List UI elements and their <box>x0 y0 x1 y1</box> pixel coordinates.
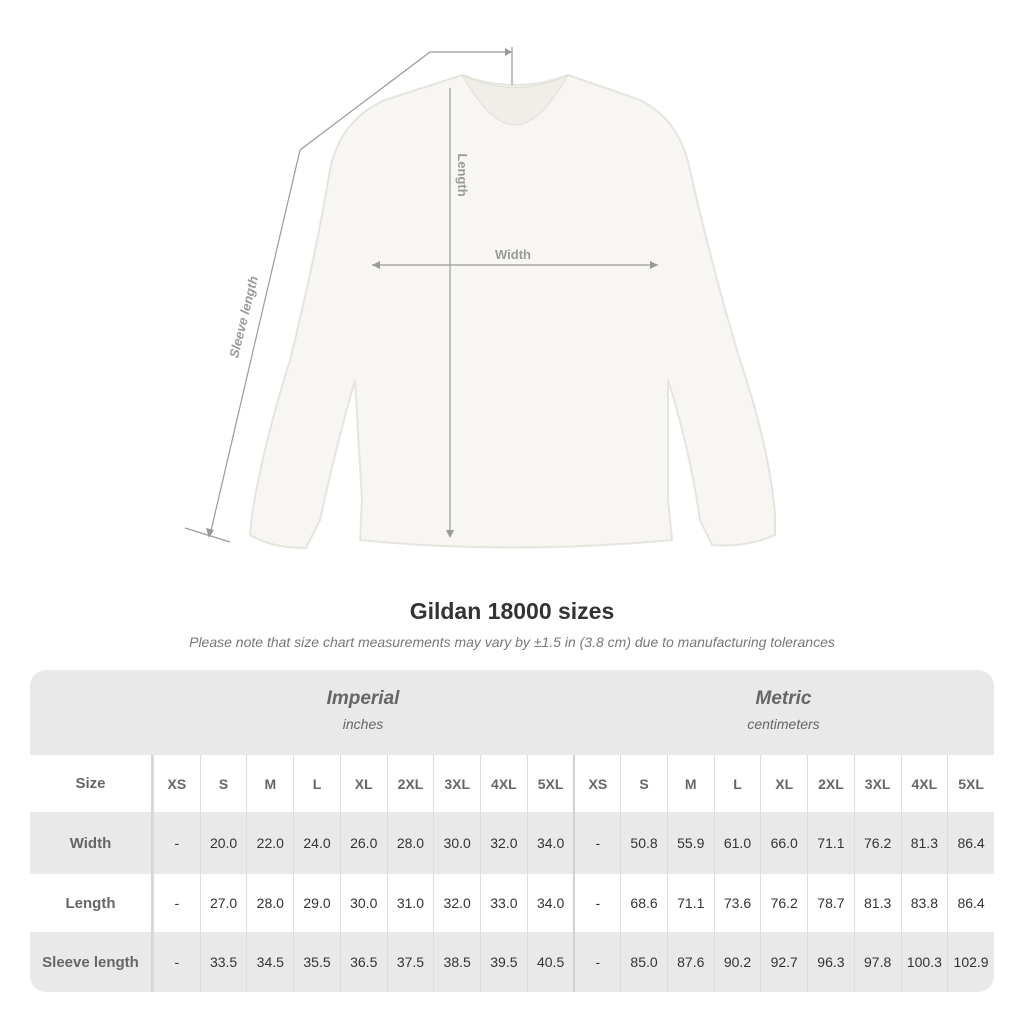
metric-value: 78.7 <box>807 874 854 932</box>
imperial-value: 30.0 <box>339 874 387 932</box>
metric-value: 97.8 <box>853 932 901 992</box>
size-column-header: 3XL <box>853 755 901 812</box>
size-header-row: Size XS S M L XL 2XL 3XL 4XL 5XL XS S M L XL 2XL 3XL 4XL 5… <box>30 755 994 812</box>
sleeve-length-label: Sleeve length <box>226 274 261 359</box>
size-column-header: 2XL <box>807 755 854 812</box>
size-column-header: XL <box>760 755 807 812</box>
size-column-header: 4XL <box>480 755 527 812</box>
imperial-value: 22.0 <box>246 812 293 874</box>
metric-value: 100.3 <box>900 932 948 992</box>
imperial-value: - <box>153 812 200 874</box>
size-column-header: S <box>620 755 667 812</box>
metric-group-header: Metric centimeters <box>573 688 994 732</box>
imperial-value: 27.0 <box>199 874 247 932</box>
metric-value: 68.6 <box>620 874 667 932</box>
table-row: Sleeve length -33.5 34.5 35.5 36.5 37.5 38.5 39… <box>30 932 994 992</box>
imperial-value: 26.0 <box>339 812 387 874</box>
metric-value: 96.3 <box>807 932 854 992</box>
metric-value: 73.6 <box>713 874 761 932</box>
metric-value: - <box>573 812 620 874</box>
metric-value: 102.9 <box>947 932 994 992</box>
metric-value: 55.9 <box>666 812 714 874</box>
size-column-header: L <box>293 755 340 812</box>
imperial-value: 34.5 <box>246 932 293 992</box>
imperial-value: 31.0 <box>386 874 434 932</box>
imperial-value: 24.0 <box>293 812 340 874</box>
metric-value: 92.7 <box>760 932 807 992</box>
imperial-value: 33.0 <box>480 874 527 932</box>
metric-value: 71.1 <box>807 812 854 874</box>
imperial-unit: inches <box>342 716 384 732</box>
size-column-header: 5XL <box>947 755 994 812</box>
size-column-header: 5XL <box>526 755 574 812</box>
size-label: Size <box>30 755 153 812</box>
metric-value: 85.0 <box>620 932 667 992</box>
imperial-title: Imperial <box>326 688 400 709</box>
row-label: Length <box>30 874 153 932</box>
size-column-header: S <box>199 755 247 812</box>
width-label: Width <box>495 247 531 262</box>
metric-value: 81.3 <box>900 812 948 874</box>
size-column-header: L <box>713 755 761 812</box>
metric-value: 76.2 <box>853 812 901 874</box>
row-label: Width <box>30 812 153 874</box>
size-column-header: M <box>246 755 293 812</box>
table-header-band <box>30 670 994 755</box>
imperial-value: 35.5 <box>293 932 340 992</box>
metric-value: 83.8 <box>900 874 948 932</box>
metric-value: 61.0 <box>713 812 761 874</box>
imperial-value: 32.0 <box>480 812 527 874</box>
imperial-value: - <box>153 874 200 932</box>
imperial-value: 28.0 <box>386 812 434 874</box>
metric-value: 86.4 <box>947 812 994 874</box>
sweatshirt-body <box>248 73 776 550</box>
metric-value: 50.8 <box>620 812 667 874</box>
imperial-value: 30.0 <box>433 812 480 874</box>
size-column-header: XS <box>573 755 620 812</box>
metric-value: 76.2 <box>760 874 807 932</box>
imperial-value: 38.5 <box>433 932 480 992</box>
metric-value: 81.3 <box>853 874 901 932</box>
metric-value: 66.0 <box>760 812 807 874</box>
imperial-group-header: Imperial inches <box>153 688 573 732</box>
tolerance-note: Please note that size chart measurements… <box>189 634 835 650</box>
page-title: Gildan 18000 sizes <box>409 598 615 624</box>
imperial-value: 36.5 <box>339 932 387 992</box>
metric-value: 87.6 <box>666 932 714 992</box>
imperial-value: 39.5 <box>480 932 527 992</box>
metric-value: - <box>573 874 620 932</box>
table-row: Width -20.0 22.0 24.0 26.0 28.0 30.0 32.0 34.0-5… <box>30 812 994 874</box>
size-chart-table: Imperial inches Metric centimeters Size X… <box>30 670 994 992</box>
imperial-value: 20.0 <box>199 812 247 874</box>
imperial-value: - <box>153 932 200 992</box>
size-column-header: 3XL <box>433 755 480 812</box>
metric-title: Metric <box>755 688 812 709</box>
metric-value: 71.1 <box>666 874 714 932</box>
metric-unit: centimeters <box>747 716 820 732</box>
imperial-value: 28.0 <box>246 874 293 932</box>
metric-value: - <box>573 932 620 992</box>
size-column-header: M <box>666 755 714 812</box>
size-column-header: XL <box>339 755 387 812</box>
sweatshirt-image: Width Length Sleeve length <box>184 47 776 550</box>
metric-value: 90.2 <box>713 932 761 992</box>
length-label: Length <box>455 153 470 196</box>
size-column-header: 2XL <box>386 755 434 812</box>
imperial-value: 34.0 <box>526 812 574 874</box>
size-column-header: 4XL <box>900 755 948 812</box>
row-label: Sleeve length <box>30 932 153 992</box>
imperial-value: 29.0 <box>293 874 340 932</box>
imperial-value: 33.5 <box>199 932 247 992</box>
size-column-header: XS <box>153 755 200 812</box>
table-row: Length -27.0 28.0 29.0 30.0 31.0 32.0 33.0 34.0-… <box>30 874 994 932</box>
metric-value: 86.4 <box>947 874 994 932</box>
imperial-value: 40.5 <box>526 932 574 992</box>
imperial-value: 37.5 <box>386 932 434 992</box>
imperial-value: 34.0 <box>526 874 574 932</box>
imperial-value: 32.0 <box>433 874 480 932</box>
